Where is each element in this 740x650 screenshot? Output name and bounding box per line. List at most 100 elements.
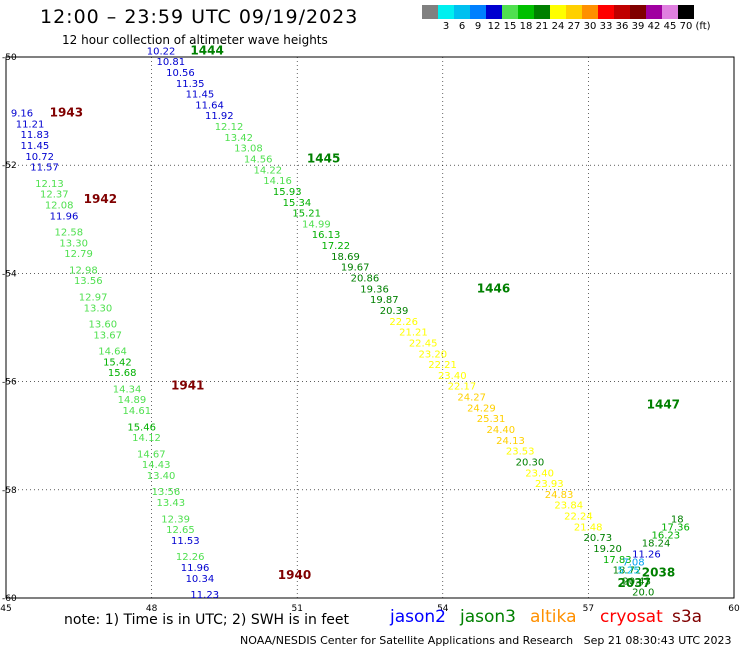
- swh-value: 18: [671, 514, 684, 525]
- swh-value: 20.39: [380, 306, 409, 317]
- swh-value: 20.0: [632, 587, 654, 598]
- scale-swatch: [630, 5, 646, 19]
- y-tick-label: -52: [2, 161, 17, 171]
- swh-value: 22.21: [428, 360, 457, 371]
- swh-value: 15.34: [283, 198, 312, 209]
- swh-value: 17.36: [661, 522, 690, 533]
- swh-value: 10.72: [25, 152, 54, 163]
- scale-swatch: [422, 5, 438, 19]
- chart-title: 12:00 – 23:59 UTC 09/19/2023: [40, 6, 359, 28]
- swh-value: 23.40: [438, 371, 467, 382]
- swh-value: 11.96: [181, 563, 210, 574]
- scale-label: 27: [567, 21, 581, 32]
- swh-value: 24.27: [457, 393, 486, 404]
- scale-unit: (ft): [695, 21, 711, 32]
- swh-value: 11.21: [16, 119, 45, 130]
- scale-swatch: [566, 5, 582, 19]
- swh-value: 12.58: [55, 228, 84, 239]
- swh-value: 13.60: [89, 320, 118, 331]
- swh-value: 11.83: [21, 130, 50, 141]
- swh-value: 14.34: [113, 384, 142, 395]
- swh-value: 13.67: [93, 330, 122, 341]
- scale-swatch: [518, 5, 534, 19]
- swh-value: 17.22: [321, 241, 350, 252]
- swh-value: 13.42: [224, 133, 253, 144]
- swh-value: 14.12: [132, 433, 161, 444]
- swh-value: 23.53: [506, 447, 535, 458]
- swh-value: 11.53: [171, 536, 200, 547]
- swh-value: 15.42: [103, 357, 132, 368]
- scale-swatch: [662, 5, 678, 19]
- swh-value: 11.26: [632, 549, 661, 560]
- y-tick-label: -58: [2, 486, 17, 496]
- swh-value: 13.08: [234, 144, 263, 155]
- swh-value: 12.39: [161, 514, 190, 525]
- scale-label: 70: [679, 21, 693, 32]
- satellite-legend-jason3: jason3: [460, 607, 516, 627]
- swh-value: 17.83: [603, 555, 632, 566]
- swh-value: 23.20: [419, 349, 448, 360]
- swh-value: 12.98: [69, 265, 98, 276]
- swh-value: 20.30: [516, 457, 545, 468]
- swh-value: 20.43: [622, 576, 651, 587]
- pass-time-label: 1943: [50, 106, 83, 120]
- swh-value: 19.20: [593, 544, 622, 555]
- swh-value: 13.56: [152, 487, 181, 498]
- scale-label: 39: [631, 21, 645, 32]
- swh-value: 23.84: [554, 501, 583, 512]
- swh-value: 12.65: [166, 525, 195, 536]
- pass-time-label: 2038: [642, 565, 675, 579]
- pass-time-label: 1444: [190, 43, 223, 57]
- swh-value: 10.22: [147, 46, 176, 57]
- swh-value: 11.23: [190, 590, 219, 601]
- swh-value: 21.21: [399, 328, 428, 339]
- pass-time-label: 1942: [84, 192, 117, 206]
- scale-label: 21: [535, 21, 549, 32]
- scale-swatch: [678, 5, 694, 19]
- x-tick-label: 60: [728, 604, 740, 614]
- pass-time-label: 1447: [647, 398, 680, 412]
- y-tick-label: -54: [2, 269, 17, 279]
- scale-swatch: [486, 5, 502, 19]
- swh-value: 22.26: [389, 317, 418, 328]
- y-tick-label: -60: [2, 594, 17, 604]
- swh-value: 14.56: [244, 154, 273, 165]
- swh-value: 11.96: [50, 211, 79, 222]
- swh-value: 22.17: [448, 382, 477, 393]
- swh-value: 12.26: [176, 552, 205, 563]
- swh-value: 13.30: [84, 303, 113, 314]
- swh-value: 18.69: [331, 252, 360, 263]
- scale-label: 30: [583, 21, 597, 32]
- swh-value: 12.79: [64, 249, 93, 260]
- x-tick-label: 57: [583, 604, 594, 614]
- swh-value: 11.35: [176, 79, 205, 90]
- scale-label: 12: [487, 21, 501, 32]
- swh-value: 13.43: [156, 498, 185, 509]
- x-tick-label: 45: [0, 604, 11, 614]
- swh-value: 12.12: [215, 122, 244, 133]
- swh-value: 15.93: [273, 187, 302, 198]
- swh-value: 19.36: [360, 284, 389, 295]
- swh-value: 14.16: [263, 176, 292, 187]
- scale-label: 42: [647, 21, 661, 32]
- footer-note: note: 1) Time is in UTC; 2) SWH is in fe…: [64, 612, 350, 628]
- satellite-legend-jason2: jason2: [390, 607, 446, 627]
- swh-value: 11.92: [205, 111, 234, 122]
- swh-value: 9.16: [11, 109, 33, 120]
- chart-subtitle: 12 hour collection of altimeter wave hei…: [62, 33, 328, 47]
- scale-swatch: [438, 5, 454, 19]
- scale-swatch: [646, 5, 662, 19]
- swh-value: 20.73: [584, 533, 613, 544]
- x-tick-label: 48: [146, 604, 158, 614]
- pass-time-label: 1941: [171, 379, 204, 393]
- scale-label: 33: [599, 21, 613, 32]
- scale-label: 24: [551, 21, 565, 32]
- scale-label: 45: [663, 21, 677, 32]
- scale-swatch: [598, 5, 614, 19]
- swh-value: 13.40: [147, 471, 176, 482]
- swh-value: 14.64: [98, 347, 127, 358]
- scale-swatch: [534, 5, 550, 19]
- swh-value: 14.43: [142, 460, 171, 471]
- satellite-legend-s3a: s3a: [672, 607, 703, 627]
- swh-value: 11.57: [30, 163, 59, 174]
